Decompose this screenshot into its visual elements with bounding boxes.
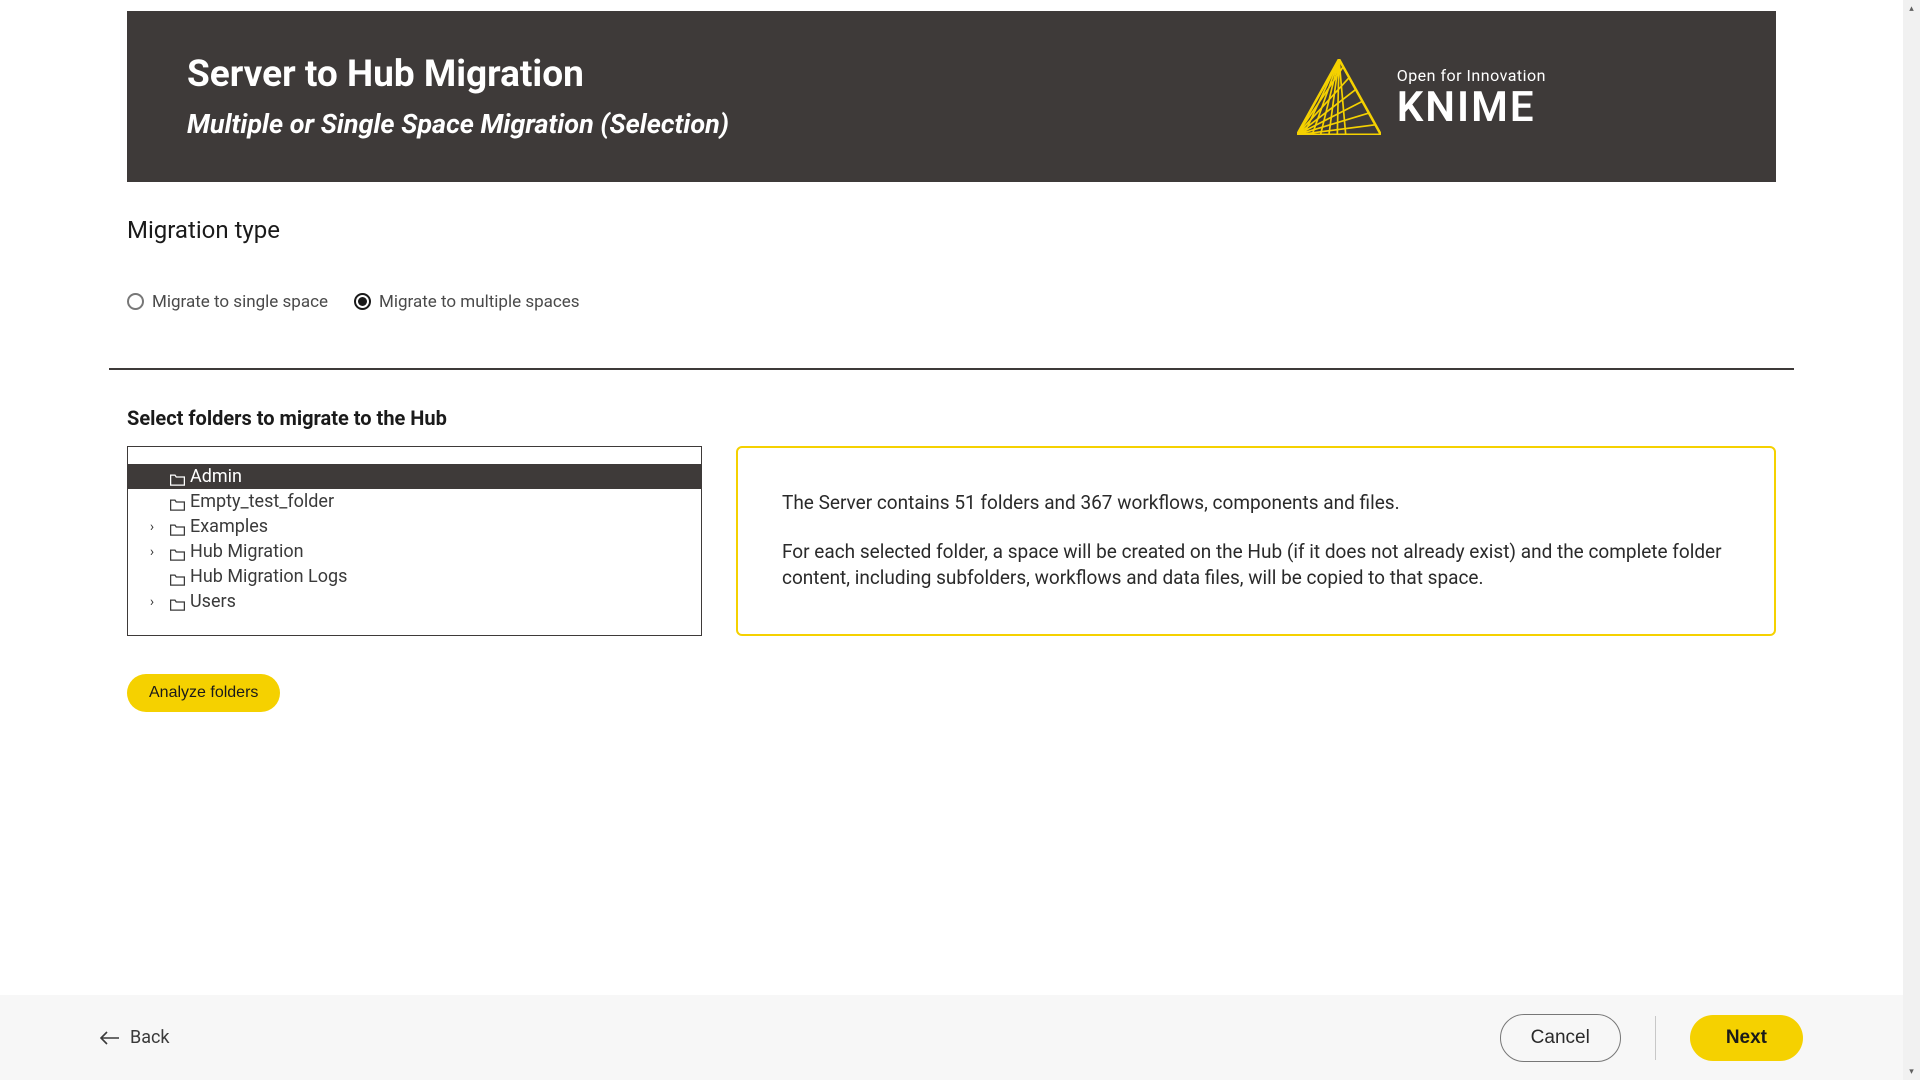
logo-tagline: Open for Innovation xyxy=(1397,66,1546,85)
folder-row[interactable]: › Users xyxy=(128,589,701,614)
migration-type-radio-group: Migrate to single space Migrate to multi… xyxy=(127,292,1776,312)
chevron-right-icon[interactable]: › xyxy=(146,594,158,610)
folder-label: Hub Migration xyxy=(190,541,304,562)
analyze-folders-button[interactable]: Analyze folders xyxy=(127,674,280,712)
folder-row[interactable]: Hub Migration Logs xyxy=(128,564,701,589)
folder-label: Admin xyxy=(190,466,242,487)
scrollbar-down-icon[interactable]: ▾ xyxy=(1903,1063,1920,1080)
scrollbar[interactable] xyxy=(1903,0,1920,1080)
page-title: Server to Hub Migration xyxy=(187,53,729,96)
radio-label: Migrate to multiple spaces xyxy=(379,292,580,312)
arrow-left-icon xyxy=(100,1031,120,1045)
footer-bar: Back Cancel Next xyxy=(0,995,1903,1080)
section-divider xyxy=(109,368,1794,370)
back-button[interactable]: Back xyxy=(100,1027,170,1048)
footer-divider xyxy=(1655,1016,1656,1060)
migration-type-heading: Migration type xyxy=(127,216,1776,244)
folder-row[interactable]: Admin xyxy=(128,464,701,489)
folder-icon xyxy=(170,570,186,583)
folder-icon xyxy=(170,545,186,558)
folder-label: Examples xyxy=(190,516,268,537)
info-text-2: For each selected folder, a space will b… xyxy=(782,539,1730,592)
folder-icon xyxy=(170,595,186,608)
chevron-right-icon[interactable]: › xyxy=(146,519,158,535)
folder-tree[interactable]: Admin Empty_test_folder › Examples › Hub Migr… xyxy=(127,446,702,636)
next-button[interactable]: Next xyxy=(1690,1015,1803,1061)
knime-triangle-icon xyxy=(1297,59,1381,135)
radio-icon xyxy=(354,293,371,310)
select-folders-heading: Select folders to migrate to the Hub xyxy=(127,406,1776,430)
info-text-1: The Server contains 51 folders and 367 w… xyxy=(782,490,1730,517)
chevron-right-icon[interactable]: › xyxy=(146,544,158,560)
radio-single-space[interactable]: Migrate to single space xyxy=(127,292,328,312)
cancel-button[interactable]: Cancel xyxy=(1500,1014,1621,1062)
info-panel: The Server contains 51 folders and 367 w… xyxy=(736,446,1776,636)
page-subtitle: Multiple or Single Space Migration (Sele… xyxy=(187,108,729,140)
radio-icon xyxy=(127,293,144,310)
folder-label: Hub Migration Logs xyxy=(190,566,347,587)
folder-label: Empty_test_folder xyxy=(190,491,334,512)
folder-icon xyxy=(170,495,186,508)
logo-name: KNIME xyxy=(1397,87,1546,129)
folder-row[interactable]: Empty_test_folder xyxy=(128,489,701,514)
scrollbar-up-icon[interactable]: ▴ xyxy=(1903,0,1920,17)
radio-label: Migrate to single space xyxy=(152,292,328,312)
knime-logo: Open for Innovation KNIME xyxy=(1297,59,1546,135)
folder-icon xyxy=(170,520,186,533)
folder-icon xyxy=(170,470,186,483)
header-banner: Server to Hub Migration Multiple or Sing… xyxy=(127,11,1776,182)
back-label: Back xyxy=(130,1027,170,1048)
folder-row[interactable]: › Examples xyxy=(128,514,701,539)
folder-row[interactable]: › Hub Migration xyxy=(128,539,701,564)
header-text-block: Server to Hub Migration Multiple or Sing… xyxy=(187,53,729,140)
radio-multiple-spaces[interactable]: Migrate to multiple spaces xyxy=(354,292,580,312)
folder-label: Users xyxy=(190,591,236,612)
